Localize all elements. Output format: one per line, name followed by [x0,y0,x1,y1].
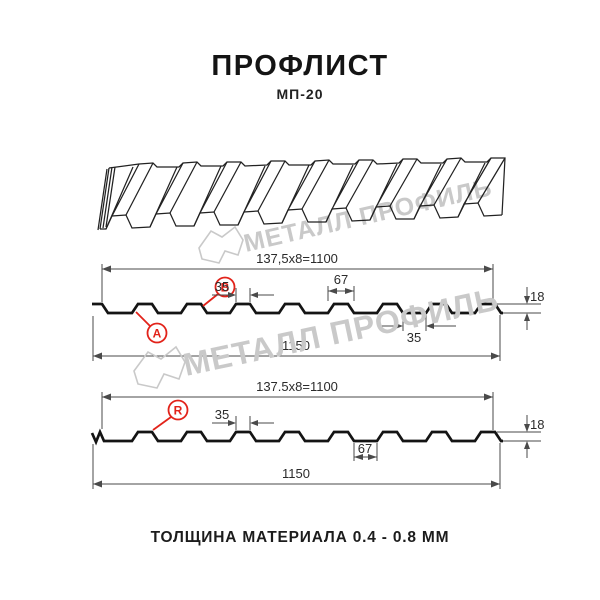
material-thickness-note: ТОЛЩИНА МАТЕРИАЛА 0.4 - 0.8 ММ [150,529,450,546]
dim-valley: 67 [358,441,372,456]
point-label-a: A [153,327,162,341]
page-subtitle: МП-20 [276,86,324,102]
dim-crest-top: 35 [215,407,229,422]
section-view-bottom: 137.5x8=1100 R 35 67 [90,379,544,489]
point-label-r: R [174,404,183,418]
point-label-b: B [221,281,230,295]
dim-crest-top: 35 [215,279,229,294]
dim-height: 18 [530,417,544,432]
dim-coverage-width: 137,5x8=1100 [256,251,338,266]
sheet-3d-view [97,157,506,231]
sheet-3d-rib-lines [105,157,506,230]
dim-coverage-width: 137.5x8=1100 [256,379,338,394]
watermark-lower: МЕТАЛЛ ПРОФИЛЬ [133,281,502,389]
section-view-top: 137,5x8=1100 B A 35 67 [92,251,544,361]
dim-full-width: 1150 [282,338,310,353]
sheet-3d-end-cap [97,166,116,231]
watermark-upper: МЕТАЛЛ ПРОФИЛЬ [198,173,495,264]
dim-valley: 35 [407,330,421,345]
brand-logo-icon [133,345,186,389]
page-title: ПРОФЛИСТ [211,50,389,82]
watermark-text: МЕТАЛЛ ПРОФИЛЬ [241,173,495,257]
sheet-3d-front-edge [100,202,503,230]
sheet-3d-back-edge [108,157,506,216]
brand-logo-icon [198,225,244,264]
profile-outline-bottom [90,428,503,446]
profile-outline-top [92,302,503,315]
dim-full-width: 1150 [282,466,310,481]
dim-crest-base: 67 [334,272,348,287]
dim-height: 18 [530,289,544,304]
